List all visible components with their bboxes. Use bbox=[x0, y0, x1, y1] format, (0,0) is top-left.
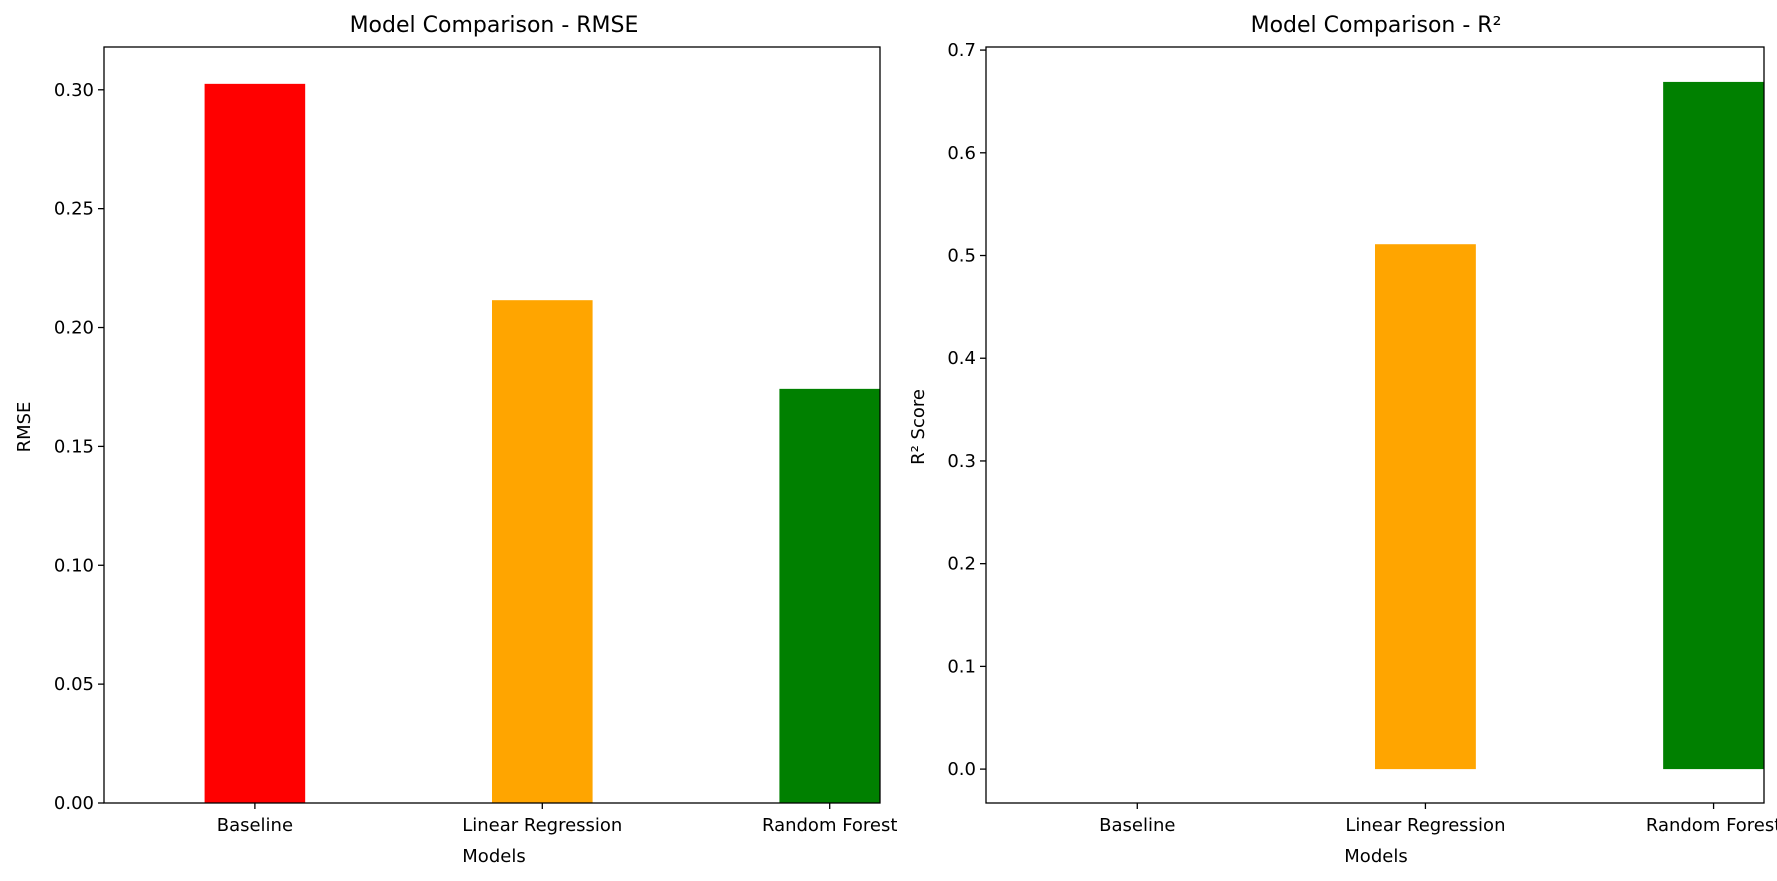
r2-y-tick-label-6: 0.6 bbox=[947, 143, 976, 164]
rmse-axes-frame bbox=[103, 46, 881, 804]
rmse-y-tick-label-3: 0.15 bbox=[54, 436, 94, 457]
r2-y-tick-label-7: 0.7 bbox=[947, 40, 976, 61]
rmse-y-tick-label-2: 0.10 bbox=[54, 555, 94, 576]
r2-x-tick-label-2: Random Forest bbox=[1646, 815, 1777, 836]
r2-y-tick-label-5: 0.5 bbox=[947, 246, 976, 267]
r2-y-tick-label-4: 0.4 bbox=[947, 348, 976, 369]
rmse-x-tick-label-2: Random Forest bbox=[762, 815, 897, 836]
r2-y-ticks: 0.0 0.1 0.2 0.3 0.4 0.5 0.6 0.7 bbox=[947, 40, 986, 780]
r2-y-tick-label-1: 0.1 bbox=[947, 656, 976, 677]
rmse-x-tick-label-1: Linear Regression bbox=[462, 815, 622, 836]
rmse-y-ticks: 0.00 0.05 0.10 0.15 0.20 0.25 0.30 bbox=[54, 80, 104, 814]
rmse-x-ticks: Baseline Linear Regression Random Forest bbox=[217, 803, 897, 836]
rmse-y-tick-label-0: 0.00 bbox=[54, 793, 94, 814]
r2-y-tick-label-0: 0.0 bbox=[947, 759, 976, 780]
rmse-y-axis-label: RMSE bbox=[14, 402, 35, 453]
r2-bars bbox=[1375, 81, 1764, 770]
r2-bar-2 bbox=[1663, 81, 1764, 770]
rmse-y-tick-label-4: 0.20 bbox=[54, 318, 94, 339]
r2-chart-title: Model Comparison - R² bbox=[1251, 13, 1502, 38]
rmse-bars bbox=[204, 83, 880, 804]
r2-x-ticks: Baseline Linear Regression Random Forest bbox=[1099, 803, 1777, 836]
rmse-y-tick-label-1: 0.05 bbox=[54, 674, 94, 695]
r2-y-tick-label-2: 0.2 bbox=[947, 554, 976, 575]
r2-chart: Model Comparison - R² Models R² Score 0.… bbox=[908, 13, 1777, 867]
r2-x-tick-label-0: Baseline bbox=[1099, 815, 1175, 836]
rmse-y-tick-label-5: 0.25 bbox=[54, 199, 94, 220]
r2-bar-1 bbox=[1375, 244, 1476, 770]
r2-axes-frame bbox=[985, 46, 1765, 804]
r2-x-axis-label: Models bbox=[1344, 846, 1407, 867]
rmse-x-axis-label: Models bbox=[462, 846, 525, 867]
rmse-bar-1 bbox=[492, 300, 593, 803]
r2-x-tick-label-1: Linear Regression bbox=[1345, 815, 1505, 836]
r2-y-axis-label: R² Score bbox=[908, 389, 929, 465]
rmse-bar-0 bbox=[204, 83, 306, 804]
rmse-chart: Model Comparison - RMSE Models RMSE 0.00… bbox=[14, 13, 897, 867]
rmse-x-tick-label-0: Baseline bbox=[217, 815, 293, 836]
r2-y-tick-label-3: 0.3 bbox=[947, 451, 976, 472]
rmse-bar-2 bbox=[779, 388, 880, 803]
rmse-chart-title: Model Comparison - RMSE bbox=[350, 13, 639, 38]
rmse-y-tick-label-6: 0.30 bbox=[54, 80, 94, 101]
